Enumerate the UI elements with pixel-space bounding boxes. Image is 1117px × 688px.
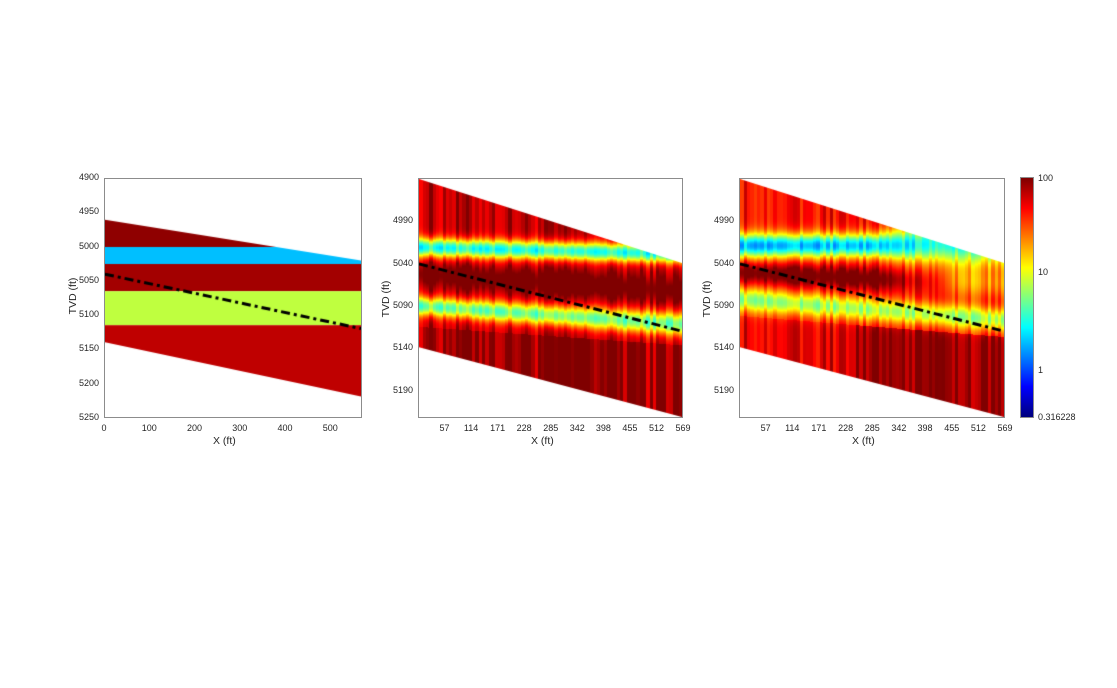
x-axis-label: X (ft)	[531, 435, 554, 447]
y-axis-label: TVD (ft)	[380, 280, 392, 318]
y-axis-label: TVD (ft)	[701, 280, 713, 318]
colorbar-tick-min: 0.316228	[1038, 412, 1076, 422]
y-axis-label: TVD (ft)	[67, 277, 79, 315]
x-tick-label: 455	[944, 423, 960, 433]
x-tick-label: 512	[648, 423, 664, 433]
y-tick-label: 5040	[713, 257, 734, 268]
x-tick-label: 171	[811, 423, 827, 433]
y-tick-label: 5040	[392, 257, 413, 268]
y-tick-label: 5100	[78, 309, 99, 320]
colorbar-tick-10: 10	[1038, 267, 1049, 277]
x-tick-label: 200	[187, 423, 203, 433]
x-tick-label: 57	[439, 423, 450, 433]
y-tick-label: 5140	[713, 342, 734, 353]
x-tick-label: 342	[569, 423, 585, 433]
x-tick-label: 285	[864, 423, 880, 433]
colorbar-canvas	[1021, 178, 1033, 417]
x-tick-label: 171	[490, 423, 506, 433]
x-tick-label: 228	[838, 423, 854, 433]
y-tick-label: 5190	[392, 384, 413, 395]
y-tick-label: 5150	[78, 343, 99, 354]
x-tick-label: 400	[277, 423, 293, 433]
x-tick-label: 512	[970, 423, 986, 433]
x-tick-label: 342	[891, 423, 907, 433]
x-tick-label: 114	[463, 423, 479, 433]
x-tick-label: 398	[595, 423, 611, 433]
y-tick-label: 5000	[78, 240, 99, 251]
x-tick-label: 228	[516, 423, 532, 433]
x-axis-label: X (ft)	[852, 435, 875, 447]
y-tick-label: 4900	[78, 172, 99, 182]
x-tick-label: 398	[917, 423, 933, 433]
x-tick-label: 285	[543, 423, 559, 433]
x-tick-label: 0	[101, 423, 107, 433]
y-tick-label: 5090	[392, 300, 413, 311]
x-tick-label: 569	[675, 423, 691, 433]
colorbar-tick-1: 1	[1038, 365, 1044, 375]
x-tick-label: 455	[622, 423, 638, 433]
y-tick-label: 4950	[78, 206, 99, 217]
y-tick-label: 5090	[713, 300, 734, 311]
x-axis-label: X (ft)	[213, 435, 236, 447]
plot-area-true-model	[104, 178, 362, 418]
y-tick-label: 5250	[78, 412, 99, 422]
colorbar-gradient	[1020, 177, 1034, 418]
y-tick-label: 4990	[713, 215, 734, 226]
y-tick-label: 5050	[78, 274, 99, 285]
y-tick-label: 5140	[392, 342, 413, 353]
x-tick-label: 100	[141, 423, 157, 433]
plot-area-inversion-2	[739, 178, 1005, 418]
y-tick-label: 5190	[713, 384, 734, 395]
plot-area-inversion-1	[418, 178, 683, 418]
colorbar-tick-100: 100	[1038, 173, 1054, 183]
heatmap-canvas	[419, 179, 682, 417]
x-tick-label: 569	[997, 423, 1013, 433]
x-tick-label: 500	[322, 423, 338, 433]
y-tick-label: 4990	[392, 215, 413, 226]
x-tick-label: 57	[760, 423, 771, 433]
layer-model-canvas	[105, 179, 361, 417]
y-tick-label: 5200	[78, 377, 99, 388]
heatmap-canvas	[740, 179, 1004, 417]
x-tick-label: 114	[785, 423, 800, 433]
x-tick-label: 300	[232, 423, 248, 433]
